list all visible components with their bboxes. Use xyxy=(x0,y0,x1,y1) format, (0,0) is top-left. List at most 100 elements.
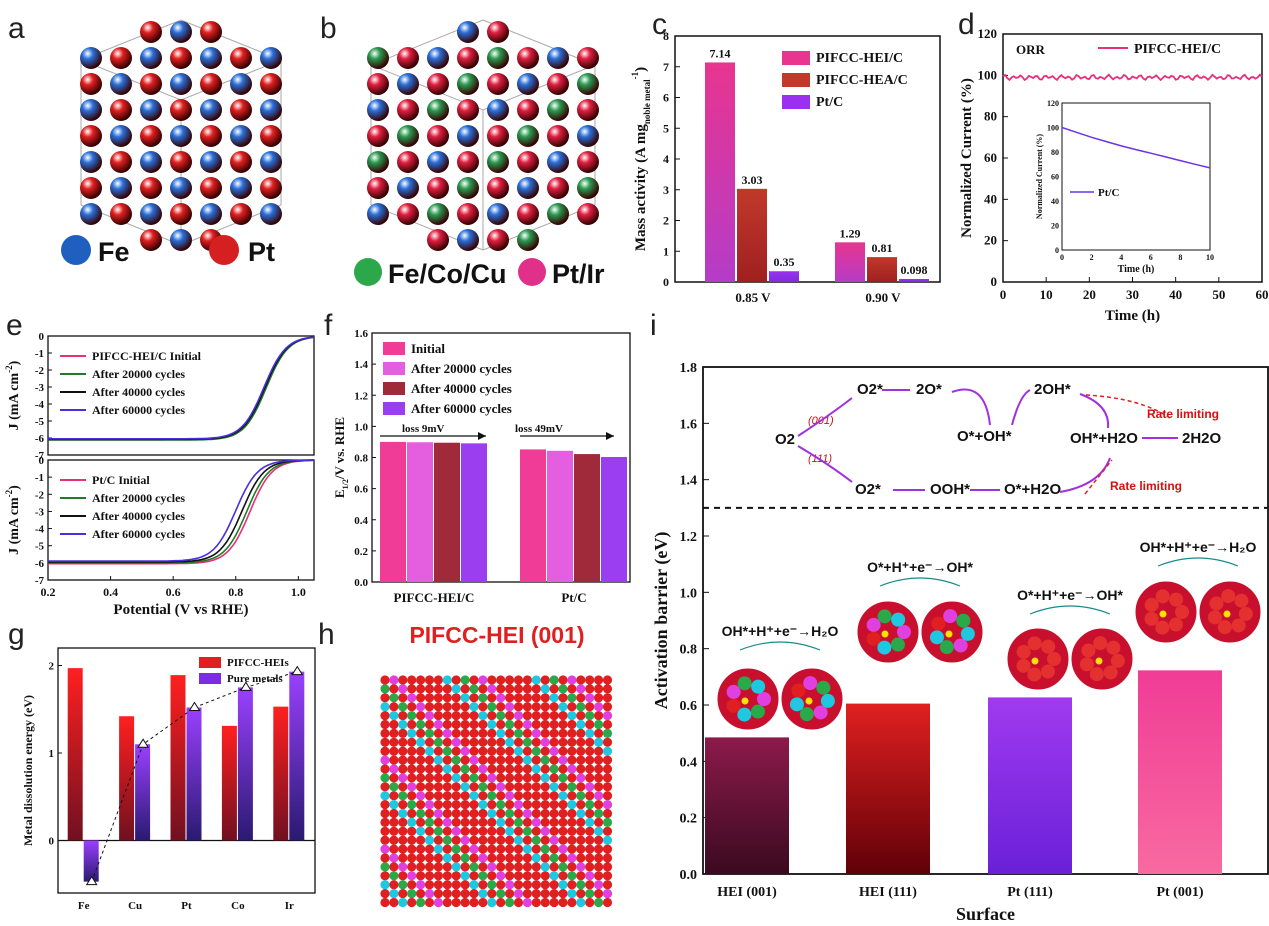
surface-atom xyxy=(496,880,506,890)
surface-atom xyxy=(433,728,443,739)
fe-atom xyxy=(230,177,252,199)
surface-atom xyxy=(558,791,568,801)
surface-atom xyxy=(513,782,524,792)
surface-atom xyxy=(513,897,524,908)
surface-atom xyxy=(558,817,568,828)
surface-atom xyxy=(442,791,452,801)
surface-atom xyxy=(478,862,488,872)
chart-i-ytick: 0.8 xyxy=(680,643,698,658)
surface-atom xyxy=(478,737,488,747)
surface-atom xyxy=(460,764,470,774)
chart-e-ytick: -5 xyxy=(35,416,45,428)
surface-atom xyxy=(407,755,417,765)
chart-i-snapshot-atom xyxy=(791,683,806,698)
surface-atom xyxy=(398,853,408,863)
surface-atom xyxy=(602,773,613,783)
scheme-arrow xyxy=(951,388,991,426)
chart-i-adsorbate xyxy=(741,697,749,705)
chart-f-legend-label: After 20000 cycles xyxy=(411,361,512,376)
surface-atom xyxy=(602,853,613,863)
chart-f-legend-swatch xyxy=(383,402,405,415)
surface-atom xyxy=(558,702,568,712)
chart-e-xtick: 0.4 xyxy=(103,585,118,599)
surface-atom xyxy=(549,817,559,828)
surface-atom xyxy=(380,711,390,721)
chart-e-legend-label: After 40000 cycles xyxy=(92,509,185,523)
panel-f: f 0.0 0.2 0.4 0.6 0.8 1.0 1.2 1.4 1.6 Initial Afte… xyxy=(324,309,631,605)
ptir-atom xyxy=(517,47,539,69)
surface-atom xyxy=(478,782,488,792)
surface-atom xyxy=(380,728,390,739)
chart-f-bar xyxy=(547,450,573,582)
surface-atom xyxy=(469,728,479,739)
surface-atom xyxy=(442,746,452,756)
surface-atom xyxy=(531,862,541,872)
ptir-atom xyxy=(577,151,599,173)
surface-atom xyxy=(442,835,452,845)
surface-atom xyxy=(380,835,390,845)
surface-atom xyxy=(478,711,488,721)
chart-i-snapshot-atom xyxy=(1047,652,1061,666)
surface-atom xyxy=(496,728,506,739)
surface-atom xyxy=(549,728,559,739)
surface-atom xyxy=(442,693,452,703)
surface-atom xyxy=(451,897,461,908)
surface-atom xyxy=(407,862,417,872)
surface-atom xyxy=(424,782,435,792)
chart-d-xtick: 30 xyxy=(1126,287,1139,302)
chart-i-adsorbate xyxy=(881,630,889,638)
surface-atom xyxy=(460,675,470,685)
chart-f-loss-label: loss 49mV xyxy=(515,423,563,435)
surface-atom xyxy=(416,693,426,703)
surface-atom xyxy=(531,782,541,792)
surface-atom xyxy=(407,702,417,712)
surface-atom xyxy=(407,800,417,810)
chart-d-inset-xtick: 0 xyxy=(1060,253,1064,262)
surface-atom xyxy=(522,817,533,828)
surface-atom xyxy=(505,853,515,863)
surface-atom xyxy=(558,800,568,810)
surface-atom xyxy=(505,702,515,712)
chart-e-ytick: -7 xyxy=(35,450,45,462)
hei-001-surface-grid xyxy=(380,675,613,908)
chart-i-snapshot-atom xyxy=(943,609,958,624)
surface-atom xyxy=(451,719,461,730)
surface-atom xyxy=(433,800,443,810)
chart-e-legend-label: After 60000 cycles xyxy=(92,527,185,541)
surface-atom xyxy=(398,755,408,765)
panel-g: g 0 1 2 Fe Cu Pt Co Ir PIFCC-HEIs Pure metals Meta… xyxy=(8,618,316,912)
surface-atom xyxy=(487,746,497,756)
surface-atom xyxy=(549,808,559,819)
fecocu-atom xyxy=(397,73,419,95)
chart-i-bar xyxy=(846,703,930,874)
surface-atom xyxy=(505,889,515,899)
chart-e-legend-label: After 20000 cycles xyxy=(92,367,185,381)
chart-g-bar xyxy=(83,840,99,882)
chart-c-data-label: 0.098 xyxy=(901,263,928,277)
chart-i-snapshot-atom xyxy=(813,705,828,720)
surface-atom xyxy=(469,773,479,783)
chart-i-snapshot-atom xyxy=(1103,665,1118,680)
ptir-atom xyxy=(547,177,569,199)
fe-atom xyxy=(110,125,132,147)
chart-e-bottom-curve xyxy=(48,459,315,563)
fe-atom xyxy=(260,47,282,69)
surface-atom xyxy=(389,755,399,765)
surface-atom xyxy=(531,889,541,899)
pt-atom xyxy=(140,125,162,147)
surface-atom xyxy=(522,871,533,881)
surface-atom xyxy=(549,853,559,863)
ptir-atom xyxy=(457,47,479,69)
surface-atom xyxy=(442,719,452,730)
surface-atom xyxy=(469,684,479,694)
surface-atom xyxy=(407,684,417,694)
surface-atom xyxy=(549,791,559,801)
fecocu-atom xyxy=(487,203,509,225)
chart-g-marker xyxy=(239,681,252,691)
surface-atom xyxy=(558,871,568,881)
surface-atom xyxy=(451,844,461,854)
surface-atom xyxy=(487,844,497,854)
surface-atom xyxy=(585,808,595,819)
chart-f-legend-label: Initial xyxy=(411,341,445,356)
chart-d-ylabel: Normalized Current (%) xyxy=(959,78,975,238)
